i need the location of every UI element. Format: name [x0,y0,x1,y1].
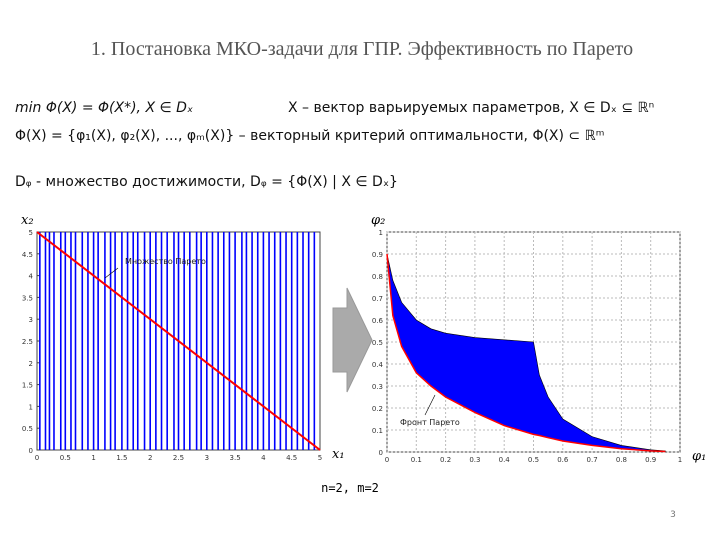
x-axis-label: φ₁ [692,449,706,464]
caption: n=2, m=2 [321,481,379,495]
x-tick-label: 0.5 [528,456,539,464]
y-tick-label: 4.5 [22,251,33,259]
x-tick-label: 0.7 [587,456,598,464]
annotation: Множество Парето [125,257,206,266]
y-tick-label: 3.5 [22,294,33,302]
x-tick-label: 4 [261,454,266,462]
x-tick-label: 5 [318,454,322,462]
y-tick-label: 0.4 [372,361,384,369]
x-tick-label: 0.9 [645,456,656,464]
x-tick-label: 0 [385,456,389,464]
arrow [332,287,373,393]
x-tick-label: 3.5 [230,454,241,462]
formula: Φ(X) = {φ₁(X), φ₂(X), ..., φₘ(X)} – вект… [15,128,604,144]
y-tick-label: 0.6 [372,317,384,325]
y-tick-label: 0 [379,449,383,457]
x-tick-label: 0.8 [616,456,627,464]
y-tick-label: 2.5 [22,338,33,346]
y-tick-label: 0.5 [22,425,33,433]
x-tick-label: 1 [91,454,95,462]
x-tick-label: 4.5 [286,454,297,462]
annotation-leader [424,394,436,416]
y-tick-label: 0.1 [372,427,383,435]
annotation: Фронт Парето [400,418,460,427]
pareto-set-line [36,231,321,451]
y-tick-label: 0.9 [372,251,383,259]
y-tick-label: 0.5 [372,339,383,347]
x-tick-label: 0 [35,454,39,462]
x-tick-label: 2.5 [173,454,184,462]
y-tick-label: 0.3 [372,383,383,391]
y-tick-label: 4 [29,273,34,281]
y-axis-label: φ₂ [371,213,385,228]
y-tick-label: 1 [29,403,33,411]
y-tick-label: 5 [29,229,33,237]
x-tick-label: 3 [205,454,209,462]
y-tick-label: 3 [29,316,33,324]
formula: Dᵩ - множество достижимости, Dᵩ = {Φ(X) … [15,174,398,190]
x-axis-label: x₁ [332,447,345,462]
formula: X – вектор варьируемых параметров, X ∈ D… [288,100,654,116]
x-tick-label: 0.5 [60,454,71,462]
page-number: 3 [670,510,676,520]
pareto-front [386,253,666,453]
x-tick-label: 0.3 [469,456,480,464]
x-tick-label: 0.6 [557,456,569,464]
y-tick-label: 0.2 [372,405,383,413]
x-tick-label: 2 [148,454,152,462]
y-tick-label: 0.7 [372,295,383,303]
x-tick-label: 0.4 [499,456,511,464]
formula: min Φ(X) = Φ(X*), X ∈ Dₓ [15,100,193,116]
y-tick-label: 1 [379,229,383,237]
y-tick-label: 1.5 [22,382,33,390]
x-tick-label: 1.5 [116,454,127,462]
x-tick-label: 0.1 [411,456,422,464]
y-tick-label: 2 [29,360,33,368]
annotation-leader [104,267,119,279]
y-tick-label: 0 [29,447,33,455]
x-tick-label: 1 [678,456,682,464]
x-tick-label: 0.2 [440,456,451,464]
y-axis-label: x₂ [21,213,34,228]
y-tick-label: 0.8 [372,273,383,281]
slide-title: 1. Постановка МКО-задачи для ГПР. Эффект… [91,38,633,60]
